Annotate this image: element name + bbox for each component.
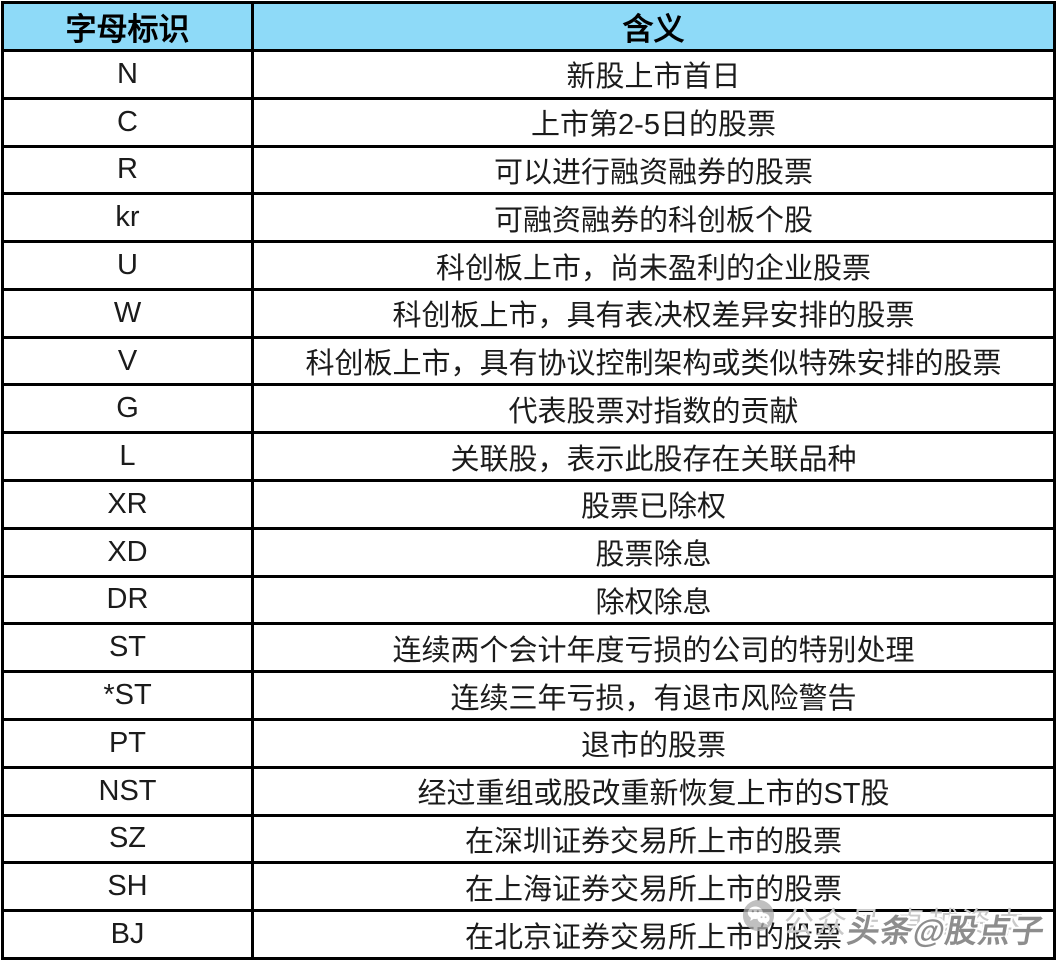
code-cell: NST [1,765,254,817]
table-row: ST 连续两个会计年度亏损的公司的特别处理 [1,622,1056,674]
table-row: XD 股票除息 [1,526,1056,578]
table-body: N 新股上市首日 C 上市第2-5日的股票 R 可以进行融资融券的股票 kr 可融资融券的科创… [1,49,1056,960]
meaning-cell: 上市第2-5日的股票 [251,96,1056,148]
code-cell: *ST [1,670,254,721]
table-row: BJ 在北京证券交易所上市的股票 [1,909,1056,960]
meaning-cell: 代表股票对指数的贡献 [251,383,1056,435]
code-cell: PT [1,717,254,769]
table-row: *ST 连续三年亏损，有退市风险警告 [1,670,1056,721]
meaning-cell: 新股上市首日 [251,49,1056,100]
meaning-cell: 股票除息 [251,526,1056,578]
table-row: V 科创板上市，具有协议控制架构或类似特殊安排的股票 [1,335,1056,387]
meaning-cell: 科创板上市，具有表决权差异安排的股票 [251,287,1056,339]
code-cell: BJ [1,909,254,960]
code-cell: R [1,144,254,196]
table-row: PT 退市的股票 [1,717,1056,769]
meaning-cell: 可以进行融资融券的股票 [251,144,1056,196]
code-cell: kr [1,192,254,244]
header-code: 字母标识 [1,1,254,52]
table-row: kr 可融资融券的科创板个股 [1,192,1056,244]
meaning-cell: 在深圳证券交易所上市的股票 [251,813,1056,865]
code-cell: N [1,49,254,100]
code-cell: XD [1,526,254,578]
table-row: N 新股上市首日 [1,49,1056,100]
table-row: NST 经过重组或股改重新恢复上市的ST股 [1,765,1056,817]
header-row: 字母标识 含义 [1,1,1056,52]
code-cell: ST [1,622,254,674]
code-cell: L [1,431,254,483]
meaning-cell: 在北京证券交易所上市的股票 [251,909,1056,960]
code-cell: V [1,335,254,387]
code-cell: C [1,96,254,148]
meaning-cell: 科创板上市，具有协议控制架构或类似特殊安排的股票 [251,335,1056,387]
table-row: W 科创板上市，具有表决权差异安排的股票 [1,287,1056,339]
code-cell: XR [1,479,254,530]
table-row: R 可以进行融资融券的股票 [1,144,1056,196]
table-row: SH 在上海证券交易所上市的股票 [1,861,1056,913]
meaning-cell: 可融资融券的科创板个股 [251,192,1056,244]
table-row: L 关联股，表示此股存在关联品种 [1,431,1056,483]
code-cell: G [1,383,254,435]
table-row: U 科创板上市，尚未盈利的企业股票 [1,240,1056,291]
table-row: C 上市第2-5日的股票 [1,96,1056,148]
meaning-cell: 关联股，表示此股存在关联品种 [251,431,1056,483]
table-row: G 代表股票对指数的贡献 [1,383,1056,435]
code-cell: U [1,240,254,291]
meaning-cell: 科创板上市，尚未盈利的企业股票 [251,240,1056,291]
meaning-cell: 连续三年亏损，有退市风险警告 [251,670,1056,721]
meaning-cell: 股票已除权 [251,479,1056,530]
meaning-cell: 退市的股票 [251,717,1056,769]
meaning-cell: 经过重组或股改重新恢复上市的ST股 [251,765,1056,817]
code-cell: SH [1,861,254,913]
meaning-cell: 连续两个会计年度亏损的公司的特别处理 [251,622,1056,674]
table-row: XR 股票已除权 [1,479,1056,530]
meaning-cell: 在上海证券交易所上市的股票 [251,861,1056,913]
table-row: DR 除权除息 [1,574,1056,626]
header-meaning: 含义 [251,1,1056,52]
code-cell: DR [1,574,254,626]
code-cell: SZ [1,813,254,865]
code-cell: W [1,287,254,339]
table-row: SZ 在深圳证券交易所上市的股票 [1,813,1056,865]
meaning-cell: 除权除息 [251,574,1056,626]
